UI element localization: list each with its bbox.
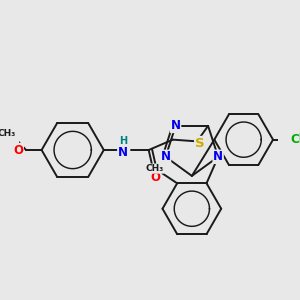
Text: CH₃: CH₃ bbox=[146, 164, 164, 173]
Text: N: N bbox=[160, 150, 171, 163]
Text: N: N bbox=[213, 150, 223, 163]
Text: O: O bbox=[151, 171, 160, 184]
Text: CH₃: CH₃ bbox=[0, 129, 16, 138]
Text: Cl: Cl bbox=[290, 133, 300, 146]
Text: N: N bbox=[118, 146, 128, 159]
Text: O: O bbox=[13, 143, 23, 157]
Text: N: N bbox=[171, 119, 181, 132]
Text: H: H bbox=[119, 136, 127, 146]
Text: S: S bbox=[195, 136, 204, 150]
